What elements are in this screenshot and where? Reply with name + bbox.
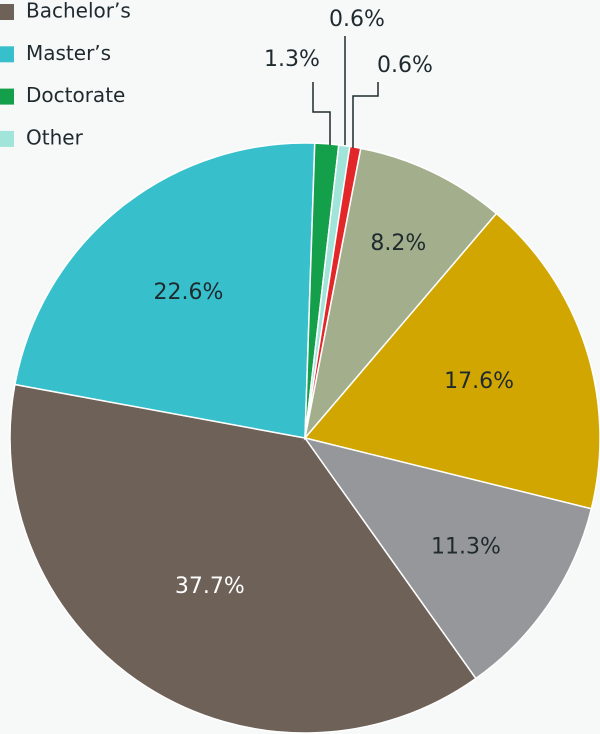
legend-swatch [0, 4, 14, 20]
legend-swatch [0, 46, 14, 63]
legend-label: Master’s [26, 41, 111, 65]
legend-swatch [0, 130, 14, 147]
legend-label: Doctorate [26, 83, 125, 107]
data-label: 22.6% [154, 280, 224, 305]
data-label: 37.7% [175, 574, 245, 599]
data-label: 17.6% [444, 369, 514, 394]
legend-label: Other [26, 125, 84, 149]
data-label: 0.6% [329, 7, 385, 32]
leader-line [352, 82, 379, 148]
data-label: 1.3% [264, 47, 320, 72]
labels: 37.7% 22.6% 1.3% 0.6% 0.6% 8.2% 17.6% 11.3% [154, 7, 515, 599]
pie-slice [303, 147, 498, 441]
data-label: 0.6% [377, 53, 433, 78]
pie-slice [9, 383, 477, 734]
legend-label: Bachelor’s [26, 0, 131, 23]
data-label: 8.2% [370, 231, 426, 256]
legend-swatch [0, 88, 14, 105]
pie-slice [303, 436, 593, 680]
data-label: 11.3% [431, 535, 501, 560]
pie-slice [14, 142, 316, 439]
legend: Bachelor’s Master’s Doctorate Other [0, 0, 131, 149]
pie-slice [303, 212, 600, 510]
leader-line [312, 82, 331, 145]
slices [9, 142, 600, 734]
